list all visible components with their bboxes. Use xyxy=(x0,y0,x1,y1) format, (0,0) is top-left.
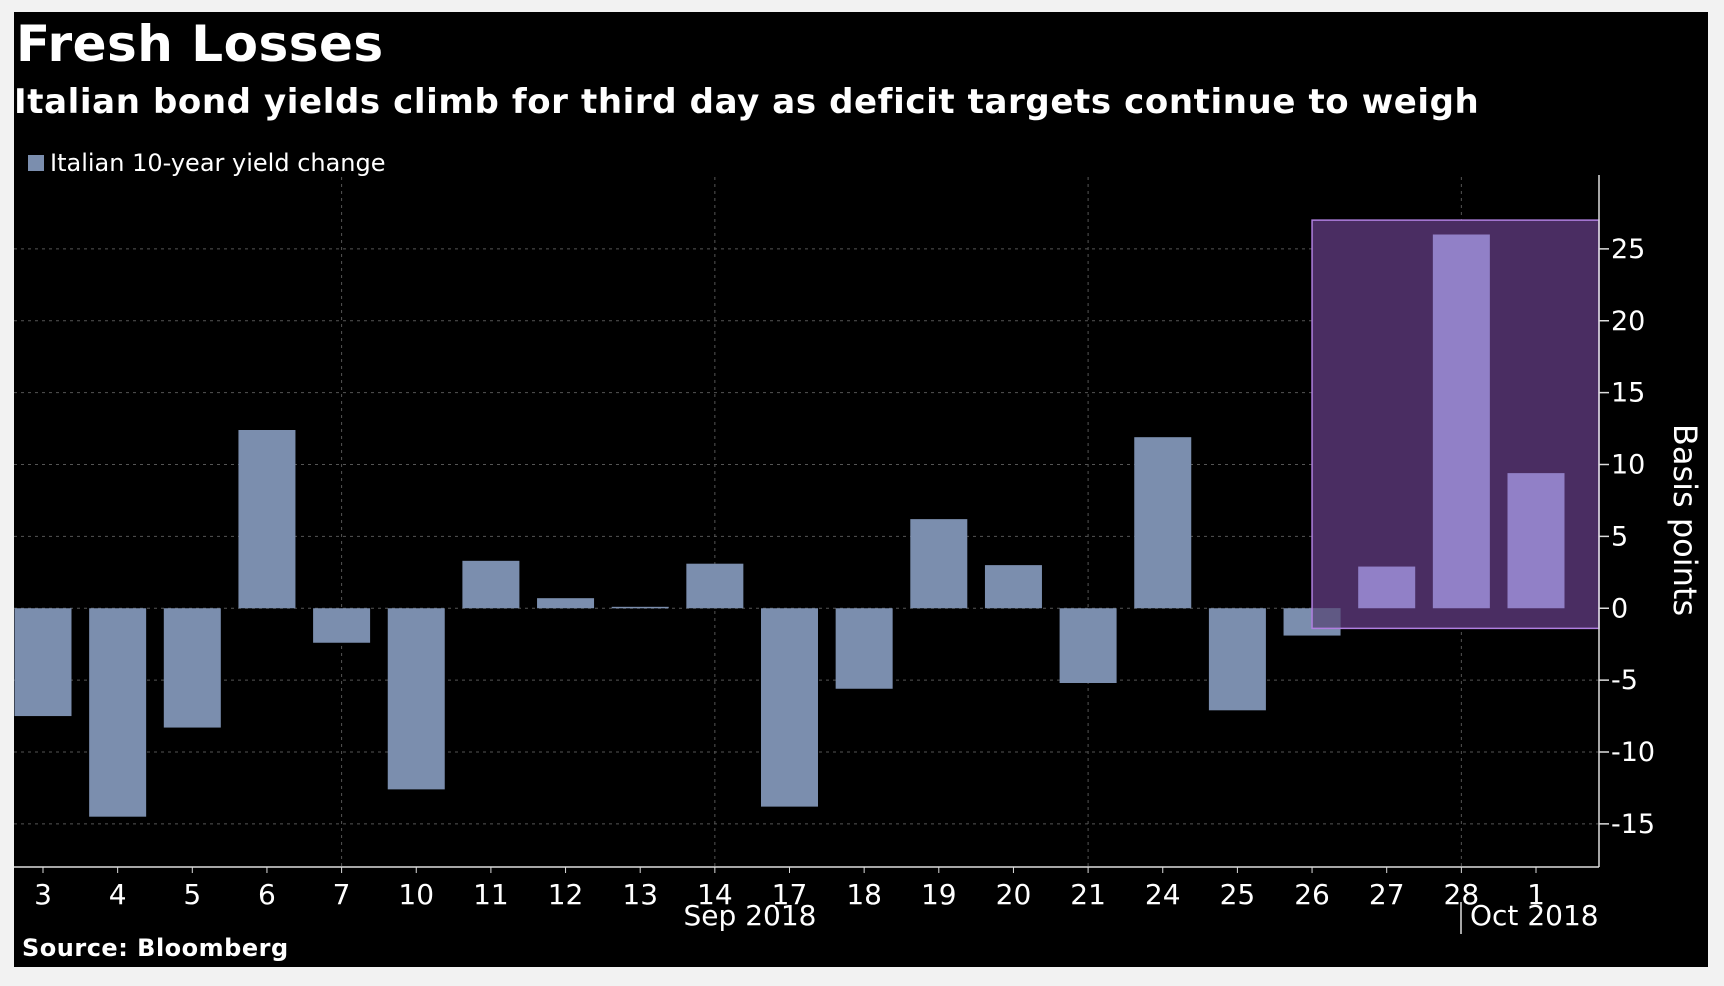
x-tick-label: 25 xyxy=(1220,878,1256,911)
x-tick-label: 21 xyxy=(1070,878,1106,911)
y-tick-label: 20 xyxy=(1611,306,1645,337)
x-tick-label: 20 xyxy=(996,878,1032,911)
x-tick-label: 10 xyxy=(398,878,434,911)
x-tick-label: 7 xyxy=(333,878,351,911)
x-tick-label: 6 xyxy=(258,878,276,911)
bar xyxy=(761,608,818,807)
x-tick-label: 19 xyxy=(921,878,957,911)
x-tick-label: 1 xyxy=(1527,878,1545,911)
legend: Italian 10-year yield change xyxy=(28,149,386,177)
month-label: Oct 2018 xyxy=(1470,899,1599,932)
x-tick-label: 17 xyxy=(772,878,808,911)
source-note: Source: Bloomberg xyxy=(22,934,289,962)
highlight-overlay xyxy=(1312,608,1341,629)
x-tick-label: 18 xyxy=(846,878,882,911)
x-tick-label: 24 xyxy=(1145,878,1181,911)
x-tick-label: 14 xyxy=(697,878,733,911)
bar xyxy=(163,608,221,728)
legend-label: Italian 10-year yield change xyxy=(50,149,386,177)
bar xyxy=(387,608,445,790)
x-tick-label: 26 xyxy=(1294,878,1330,911)
legend-swatch xyxy=(28,155,44,171)
bar xyxy=(984,565,1042,609)
bar xyxy=(1059,608,1117,683)
chart-title: Fresh Losses xyxy=(16,15,384,73)
y-axis-label: Basis points xyxy=(1666,424,1704,616)
bar xyxy=(1208,608,1266,711)
x-tick-label: 13 xyxy=(622,878,658,911)
bar xyxy=(14,608,72,717)
x-tick-label: 12 xyxy=(548,878,584,911)
y-tick-label: -10 xyxy=(1611,737,1655,768)
y-tick-label: 0 xyxy=(1611,593,1628,624)
bar xyxy=(537,598,595,609)
bar xyxy=(910,519,968,609)
bar xyxy=(313,608,371,643)
x-tick-label: 3 xyxy=(34,878,52,911)
bar xyxy=(89,608,147,817)
y-tick-label: -15 xyxy=(1611,809,1655,840)
chart-panel: Fresh Losses Italian bond yields climb f… xyxy=(14,12,1708,967)
bar xyxy=(686,563,744,609)
bar xyxy=(1358,566,1416,609)
y-tick-label: 15 xyxy=(1611,378,1645,409)
x-tick-label: 5 xyxy=(183,878,201,911)
x-tick-label: 27 xyxy=(1369,878,1405,911)
y-tick-label: 10 xyxy=(1611,450,1645,481)
month-label: Sep 2018 xyxy=(684,899,817,932)
x-tick-label: 11 xyxy=(473,878,509,911)
bar xyxy=(835,608,893,689)
bar xyxy=(462,560,520,609)
y-tick-label: 25 xyxy=(1611,234,1645,265)
y-tick-label: 5 xyxy=(1611,521,1628,552)
bar xyxy=(1432,234,1490,609)
chart-subtitle: Italian bond yields climb for third day … xyxy=(14,82,1480,122)
bar xyxy=(238,430,296,609)
bar xyxy=(1134,437,1192,609)
x-tick-label: 4 xyxy=(109,878,127,911)
bar xyxy=(611,606,669,609)
bar xyxy=(1507,473,1565,609)
y-tick-label: -5 xyxy=(1611,665,1638,696)
